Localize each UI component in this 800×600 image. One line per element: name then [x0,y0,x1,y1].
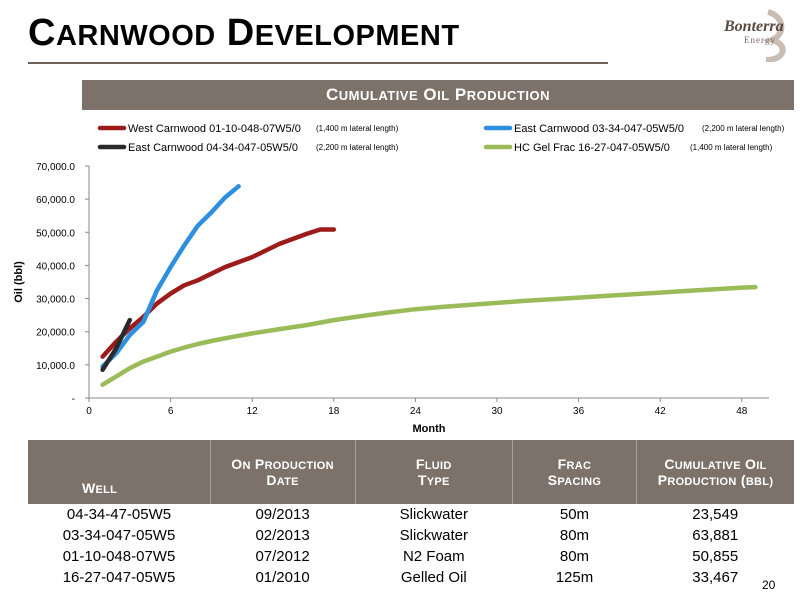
legend-entry: HC Gel Frac 16-27-047-05W5/0 [514,142,670,154]
series-line-3 [100,284,758,387]
logo-name: Bonterra [724,18,784,35]
table-body: 04-34-47-05W5 09/2013 Slickwater 50m 23,549 0… [28,504,794,588]
legend-note: (1,400 m lateral length) [690,143,773,152]
table-cell: 07/2012 [255,548,310,565]
x-tick-label: 30 [491,406,503,417]
legend-entry: East Carnwood 03-34-047-05W5/0 [514,123,684,135]
table-cell: 125m [555,569,594,586]
y-tick-label: 40,000.0 [36,261,75,272]
legend-entry: West Carnwood 01-10-048-07W5/0 [128,123,301,135]
y-axis-label: Oil (bbl) [13,261,25,303]
table-header-cell: ON PRODUCTION DATE [209,440,356,504]
table-cell: 33,467 [692,569,739,586]
legend-note: (2,200 m lateral length) [316,143,399,152]
table-cell: 16-27-047-05W5 [62,569,176,586]
y-tick-label: 20,000.0 [36,328,75,339]
table-header-cell: FRAC SPACING [511,440,637,504]
well-table: WELL ON PRODUCTION DATE FLUID TYPE FRAC SPACIN… [28,440,794,588]
table-header-cell: FLUID TYPE [354,440,513,504]
x-tick-label: 0 [86,406,92,417]
table-cell: 01-10-048-07W5 [62,548,176,565]
table-header-cell: WELL [28,440,211,504]
x-tick-label: 6 [168,406,174,417]
x-tick-label: 24 [410,406,422,417]
table-header-row: WELL ON PRODUCTION DATE FLUID TYPE FRAC SPACIN… [28,440,794,504]
table-cell: Slickwater [399,527,468,544]
x-tick-label: 36 [573,406,585,417]
table-cell: 50,855 [692,548,739,565]
legend-note: (1,400 m lateral length) [316,124,399,133]
bonterra-logo-icon [762,9,786,62]
table-cell: 80m [559,527,590,544]
x-tick-label: 48 [736,406,748,417]
table-cell: N2 Foam [402,548,465,565]
y-tick-label: 30,000.0 [36,295,75,306]
y-tick-label: 70,000.0 [36,162,75,173]
table-cell: 50m [559,506,590,523]
table-row: 01-10-048-07W5 07/2012 N2 Foam 80m 50,855 [28,546,794,567]
y-tick-label: 10,000.0 [36,361,75,372]
page-number: 20 [762,578,776,592]
legend-entry: East Carnwood 04-34-047-05W5/0 [128,142,298,154]
series-line-0 [100,227,337,359]
table-cell: 23,549 [692,506,739,523]
series-line-2 [100,317,133,373]
y-tick-label: - [72,394,75,405]
page-title: CARNWOOD DEVELOPMENT [28,12,460,54]
table-row: 03-34-047-05W5 02/2013 Slickwater 80m 63,881 [28,525,794,546]
table-row: 16-27-047-05W5 01/2010 Gelled Oil 125m 33,46… [28,567,794,588]
x-axis-label: Month [413,423,446,435]
logo-subtitle: Energy [744,35,776,45]
cumulative-oil-chart: - 10,000.0 20,000.0 30,000.0 40,000.0 50,000.… [13,123,785,435]
series-line-1 [100,184,241,369]
table-cell: Gelled Oil [400,569,467,586]
y-tick-label: 50,000.0 [36,228,75,239]
x-tick-label: 42 [655,406,667,417]
title-underline [28,62,608,64]
table-cell: 02/2013 [255,527,310,544]
table-cell: 09/2013 [255,506,310,523]
x-tick-label: 12 [247,406,259,417]
chart-title-banner: CUMULATIVE OIL PRODUCTION [82,80,794,110]
table-cell: 04-34-47-05W5 [66,506,172,523]
table-cell: 63,881 [692,527,739,544]
y-tick-label: 60,000.0 [36,195,75,206]
x-tick-label: 18 [328,406,340,417]
table-header-cell: CUMULATIVE OIL PRODUCTION (BBL) [635,440,794,504]
table-cell: 03-34-047-05W5 [62,527,176,544]
table-cell: 01/2010 [255,569,310,586]
table-row: 04-34-47-05W5 09/2013 Slickwater 50m 23,549 [28,504,794,525]
table-cell: 80m [559,548,590,565]
table-cell: Slickwater [399,506,468,523]
legend-note: (2,200 m lateral length) [702,124,785,133]
